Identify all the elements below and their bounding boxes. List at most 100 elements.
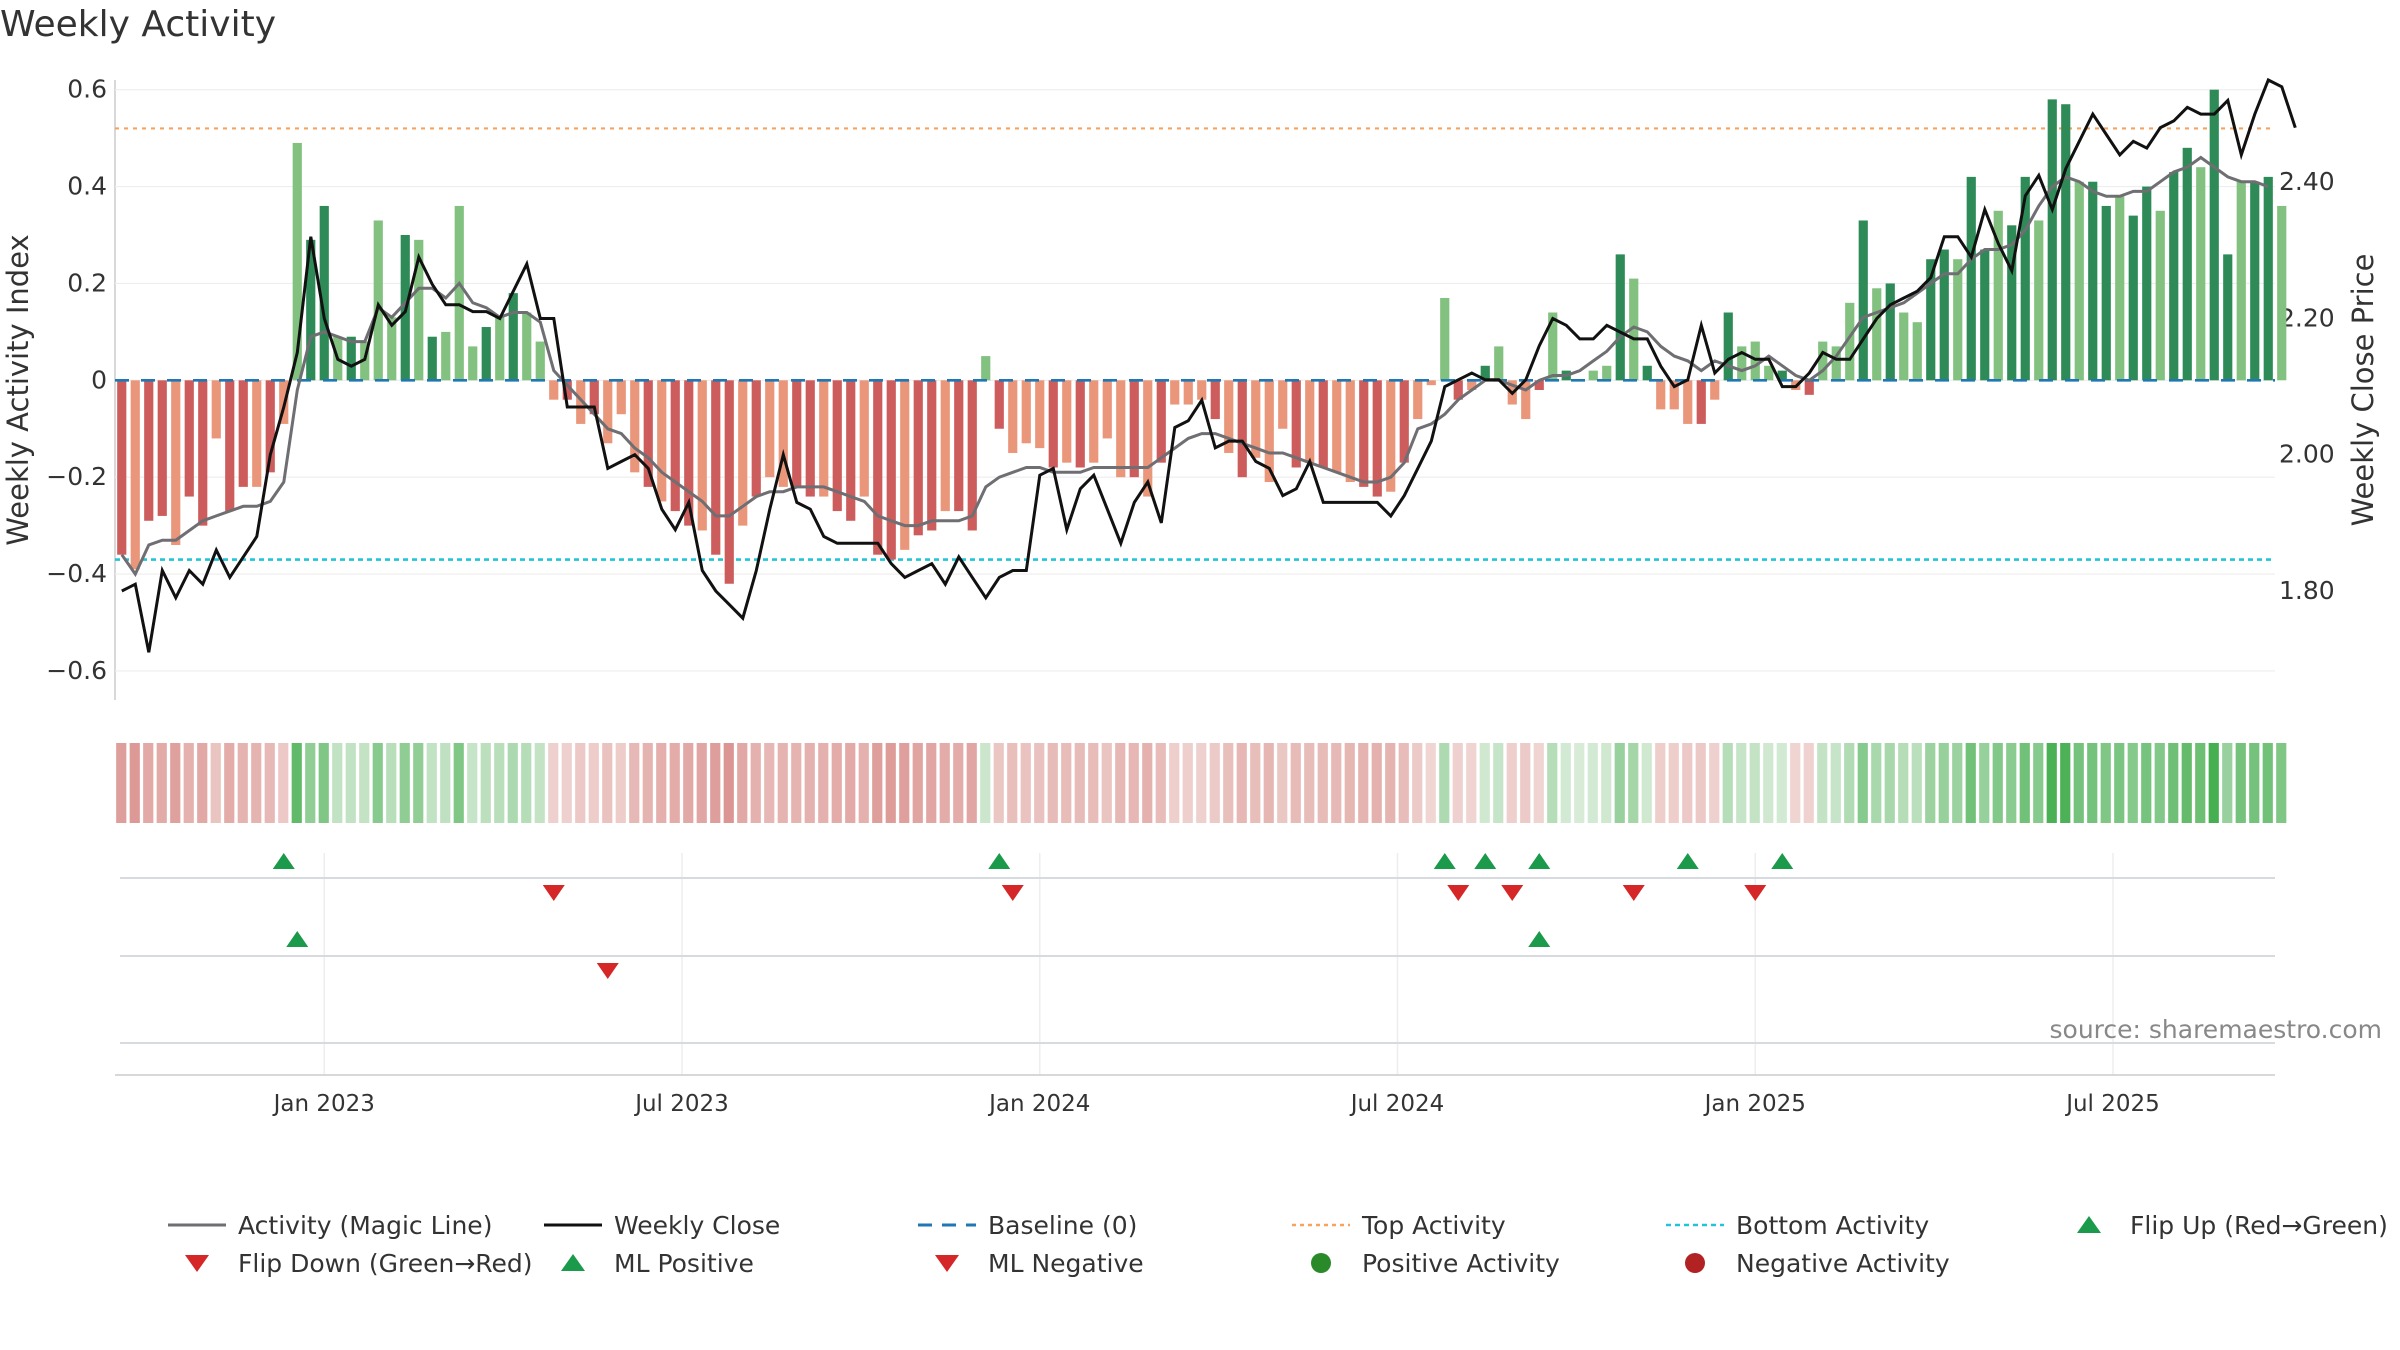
heat-strip-cell [1803, 743, 1814, 823]
heat-strip-cell [156, 743, 167, 823]
activity-bar [1048, 380, 1058, 468]
activity-bar [495, 317, 505, 381]
activity-bar [130, 380, 140, 570]
x-tick-label: Jul 2024 [1349, 1091, 1445, 1117]
heat-strip-cell [2087, 743, 2098, 823]
flip-up-marker [988, 853, 1011, 869]
heat-strip-cell [2046, 743, 2057, 823]
activity-bar [751, 380, 761, 497]
heat-strip-cell [1047, 743, 1058, 823]
y2-axis-label: Weekly Close Price [2346, 254, 2380, 527]
activity-bar [1494, 346, 1504, 381]
heat-strip-cell [2181, 743, 2192, 823]
legend-swatch [1311, 1253, 1331, 1273]
activity-bar [1588, 370, 1598, 381]
legend-item: Weekly Close [544, 1211, 780, 1240]
heat-strip-cell [413, 743, 424, 823]
activity-bar [913, 380, 923, 536]
activity-bar [2223, 254, 2233, 381]
activity-bar [441, 331, 451, 381]
heat-strip-cell [1398, 743, 1409, 823]
heat-strip-cell [386, 743, 397, 823]
activity-bar [1035, 380, 1045, 449]
source-credit: source: sharemaestro.com [2049, 1015, 2383, 1044]
heat-strip-cell [1101, 743, 1112, 823]
heat-strip-cell [2127, 743, 2138, 823]
activity-bar [805, 380, 815, 497]
activity-bar [171, 380, 181, 545]
heat-strip-cell [2168, 743, 2179, 823]
legend-item: Flip Down (Green→Red) [185, 1249, 533, 1278]
heat-strip-cell [2033, 743, 2044, 823]
x-tick-label: Jan 2024 [987, 1091, 1090, 1117]
x-tick-label: Jan 2023 [272, 1091, 375, 1117]
x-tick-label: Jan 2025 [1703, 1091, 1806, 1117]
heat-strip-cell [183, 743, 194, 823]
activity-bar [832, 380, 842, 512]
activity-bar [1291, 380, 1301, 468]
heat-strip-cell [1061, 743, 1072, 823]
activity-bar [927, 380, 937, 531]
chart-title: Weekly Activity [0, 4, 277, 45]
heat-strip-cell [912, 743, 923, 823]
x-tick-label: Jul 2025 [2064, 1091, 2160, 1117]
activity-bar [1804, 380, 1814, 395]
legend-swatch [1685, 1253, 1705, 1273]
heat-strip-cell [791, 743, 802, 823]
activity-bar [1345, 380, 1355, 483]
flip-down-marker [542, 885, 565, 901]
heat-strip-cell [696, 743, 707, 823]
activity-bar [2182, 147, 2192, 381]
legend-label: Top Activity [1361, 1211, 1506, 1240]
heat-strip-cell [426, 743, 437, 823]
heat-strip-cell [345, 743, 356, 823]
activity-bar [2169, 172, 2179, 381]
activity-bar [859, 380, 869, 497]
activity-bar [819, 380, 829, 497]
heat-strip-cell [278, 743, 289, 823]
activity-bar [1237, 380, 1247, 478]
heat-strip-cell [399, 743, 410, 823]
heat-strip-cell [1182, 743, 1193, 823]
activity-bar [2007, 225, 2017, 381]
activity-bar [1548, 312, 1558, 381]
flip-down-marker [1001, 885, 1024, 901]
heat-strip-cell [1479, 743, 1490, 823]
heat-strip-cell [318, 743, 329, 823]
heat-strip-cell [1763, 743, 1774, 823]
heat-strip-cell [143, 743, 154, 823]
heat-strip-cell [939, 743, 950, 823]
heat-strip-cell [2019, 743, 2030, 823]
heat-strip-cell [1830, 743, 1841, 823]
activity-bar [1197, 380, 1207, 400]
activity-bar [1372, 380, 1382, 497]
activity-bar [211, 380, 221, 439]
activity-bar [967, 380, 977, 531]
y-tick-label: −0.2 [46, 462, 107, 491]
heat-strip-cell [453, 743, 464, 823]
heat-strip-cell [1317, 743, 1328, 823]
heat-strip-cell [1358, 743, 1369, 823]
activity-bar [414, 239, 424, 381]
heat-strip-cell [237, 743, 248, 823]
activity-bar [225, 380, 235, 512]
heat-strip-cell [534, 743, 545, 823]
heat-strip-cell [1952, 743, 1963, 823]
activity-bar [2088, 181, 2098, 381]
activity-bar [1534, 380, 1544, 390]
flip-down-marker [1447, 885, 1470, 901]
heat-strip-cell [2100, 743, 2111, 823]
activity-bar [1116, 380, 1126, 478]
activity-bar [481, 327, 491, 381]
heat-strip-cell [1560, 743, 1571, 823]
activity-bar [1683, 380, 1693, 424]
heat-strip-cell [750, 743, 761, 823]
heat-strip-cell [1007, 743, 1018, 823]
activity-bar [1399, 380, 1409, 463]
heat-strip-cell [1668, 743, 1679, 823]
heat-strip-cell [602, 743, 613, 823]
activity-bar [1615, 254, 1625, 381]
heat-strip-cell [2006, 743, 2017, 823]
activity-bar [1953, 259, 1963, 381]
y2-tick-label: 2.00 [2279, 440, 2335, 469]
